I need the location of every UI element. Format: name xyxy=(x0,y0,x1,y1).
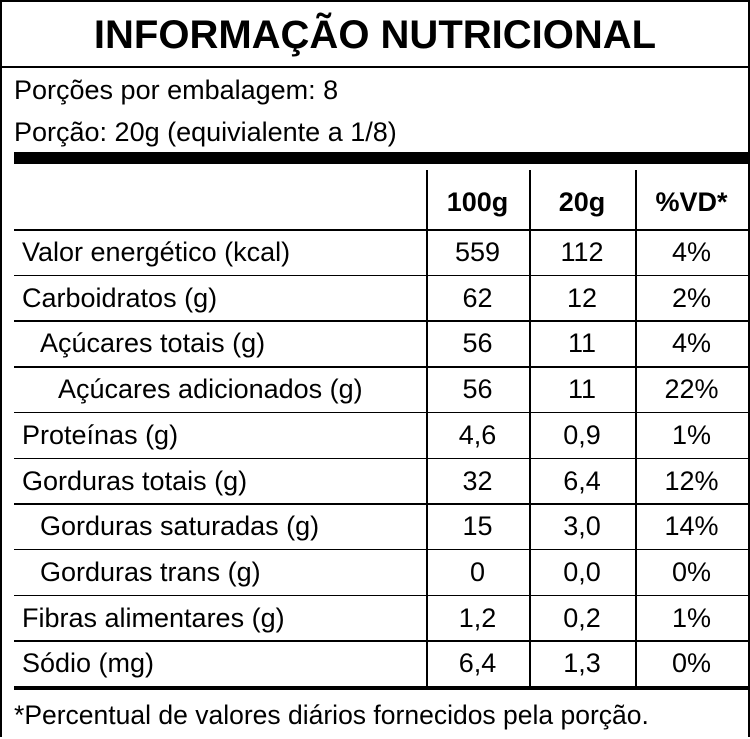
thick-bar xyxy=(14,152,748,164)
row-label: Fibras alimentares (g) xyxy=(22,602,285,633)
value: 62 xyxy=(462,282,493,313)
row-line xyxy=(14,457,748,459)
value: 0,0 xyxy=(563,556,601,587)
value: 0 xyxy=(469,556,486,587)
column-header: %VD* xyxy=(655,187,728,217)
footnote: *Percentual de valores diários fornecido… xyxy=(14,700,649,730)
value: 2% xyxy=(671,282,712,313)
value: 56 xyxy=(462,328,493,359)
value: 0,2 xyxy=(563,602,601,633)
value: 22% xyxy=(664,374,719,405)
value: 0% xyxy=(671,648,712,679)
value: 15 xyxy=(462,511,493,542)
row-line xyxy=(14,548,748,551)
value: 12 xyxy=(566,282,598,313)
row-line xyxy=(14,503,748,505)
value: 1,3 xyxy=(563,648,601,679)
row-label: Valor energético (kcal) xyxy=(22,237,291,267)
row-label: Açúcares adicionados (g) xyxy=(58,374,363,405)
value: 32 xyxy=(462,465,493,496)
servings: Porções por embalagem: 8 xyxy=(14,75,339,105)
value: 11 xyxy=(567,374,597,405)
column-header: 100g xyxy=(446,187,509,217)
row-line xyxy=(14,411,748,414)
title: INFORMAÇÃO NUTRICIONAL xyxy=(93,13,657,57)
row-line xyxy=(14,640,748,642)
value: 559 xyxy=(454,237,501,267)
value: 1% xyxy=(671,419,712,450)
row-line xyxy=(14,366,748,368)
value: 11 xyxy=(567,328,597,359)
row-line xyxy=(14,274,748,277)
row-label: Açúcares totais (g) xyxy=(40,328,266,359)
value: 6,4 xyxy=(563,465,601,496)
thick-rule xyxy=(14,686,748,690)
value: 0,9 xyxy=(563,419,601,450)
row-label: Carboidratos (g) xyxy=(22,282,218,313)
value: 1,2 xyxy=(458,602,497,633)
row-label: Gorduras saturadas (g) xyxy=(40,511,320,542)
value: 4% xyxy=(671,237,712,267)
row-label: Proteínas (g) xyxy=(22,419,179,450)
row-line xyxy=(14,229,748,231)
rule xyxy=(2,66,748,68)
value: 12% xyxy=(664,465,719,496)
column-header: 20g xyxy=(558,187,606,217)
value: 6,4 xyxy=(458,648,497,679)
value: 4% xyxy=(671,328,712,359)
value: 3,0 xyxy=(563,511,601,542)
value: 56 xyxy=(462,374,493,405)
value: 14% xyxy=(664,511,719,542)
row-label: Gorduras trans (g) xyxy=(40,556,261,587)
row-label: Sódio (mg) xyxy=(22,648,155,679)
column-line xyxy=(426,170,428,686)
value: 112 xyxy=(560,237,604,267)
value: 0% xyxy=(671,556,712,587)
column-line xyxy=(529,170,531,686)
column-line xyxy=(635,170,637,686)
row-line xyxy=(14,320,748,322)
value: 1% xyxy=(671,602,712,633)
row-line xyxy=(14,594,748,597)
portion: Porção: 20g (equivialente a 1/8) xyxy=(14,117,397,147)
row-label: Gorduras totais (g) xyxy=(22,465,248,496)
value: 4,6 xyxy=(458,419,497,450)
